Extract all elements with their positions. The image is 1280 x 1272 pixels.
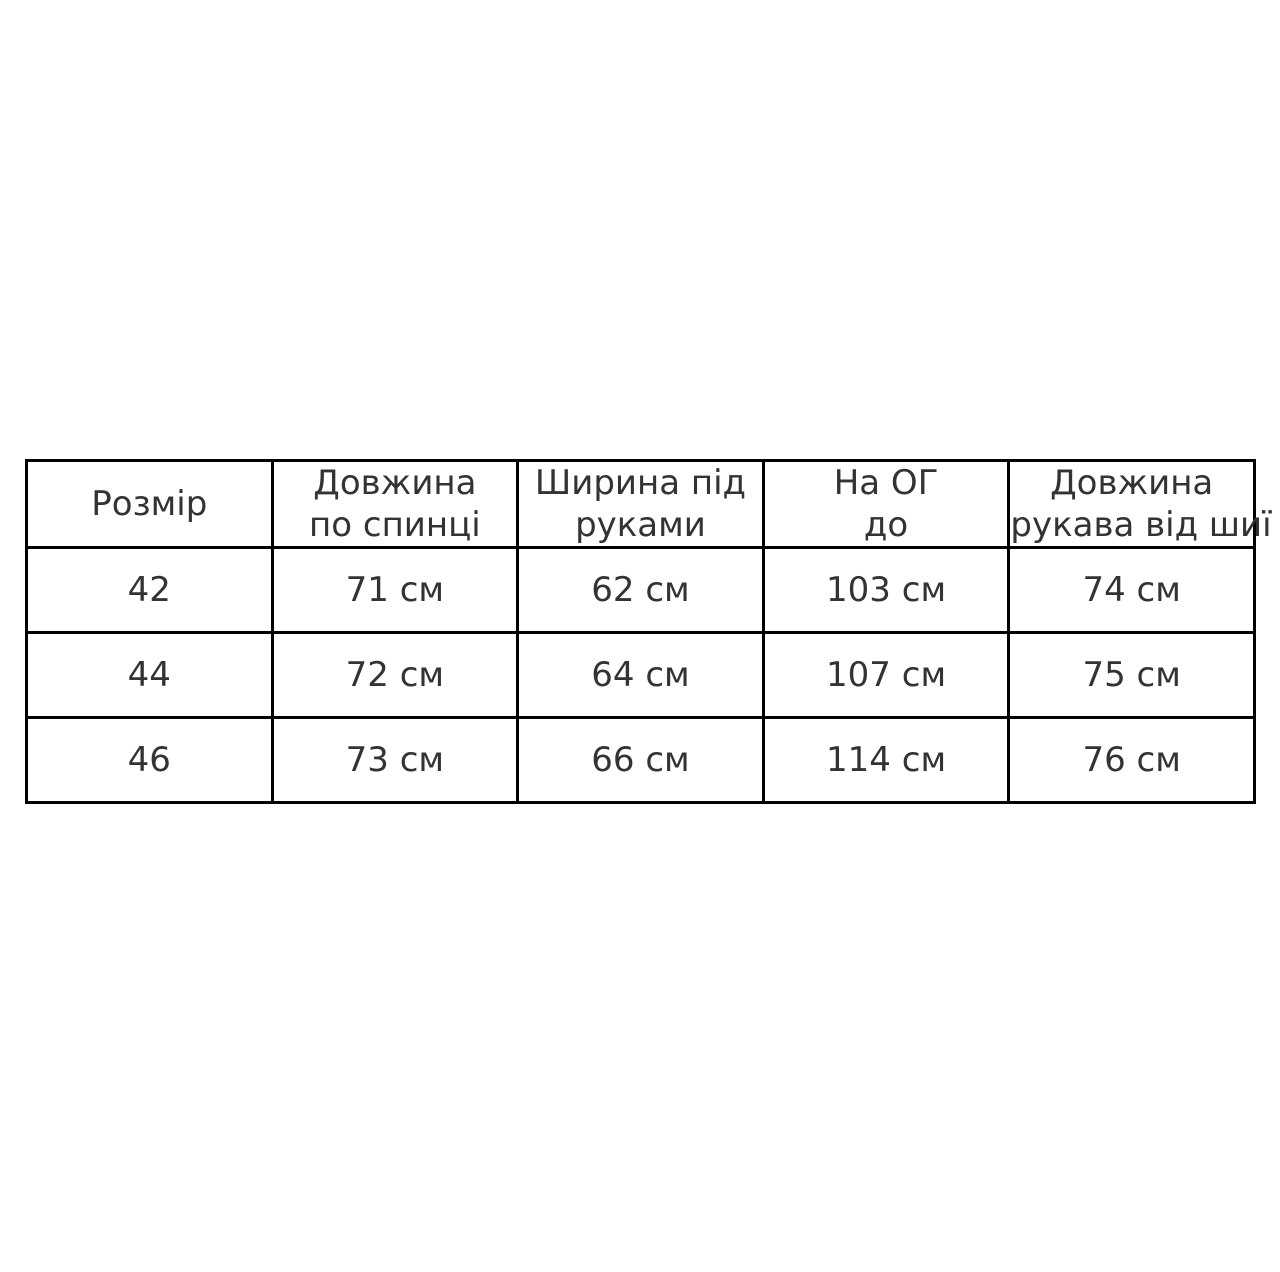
header-text: Довжина bbox=[1050, 463, 1214, 503]
table-row: 42 71 см 62 см 103 см 74 см bbox=[25, 546, 1256, 634]
header-cell: Ширина під руками bbox=[516, 459, 765, 549]
header-cell: Розмір bbox=[25, 459, 274, 549]
table-cell: 73 см bbox=[270, 716, 520, 804]
table-cell: 62 см bbox=[516, 546, 765, 634]
header-text: по спинці bbox=[309, 505, 481, 545]
header-cell: Довжина по спинці bbox=[270, 459, 520, 549]
table-cell: 42 bbox=[25, 546, 274, 634]
table-cell: 107 см bbox=[761, 631, 1011, 719]
header-text: рукава від шиї bbox=[1010, 505, 1272, 545]
size-table: Розмір Довжина по спинці Ширина під руками На… bbox=[25, 459, 1272, 804]
table-cell: 46 bbox=[25, 716, 274, 804]
table-cell: 66 см bbox=[516, 716, 765, 804]
header-text: руками bbox=[575, 505, 706, 545]
table-cell: 72 см bbox=[270, 631, 520, 719]
header-cell: Довжина рукава від шиї bbox=[1007, 459, 1272, 549]
header-text: Довжина bbox=[313, 463, 477, 503]
table-row: 44 72 см 64 см 107 см 75 см bbox=[25, 631, 1256, 719]
table-cell: 44 bbox=[25, 631, 274, 719]
header-text: Розмір bbox=[91, 484, 208, 524]
header-text: Ширина під bbox=[534, 463, 747, 503]
table-cell: 114 см bbox=[761, 716, 1011, 804]
header-text: до bbox=[863, 505, 909, 545]
table-cell: 76 см bbox=[1007, 716, 1256, 804]
header-text: На ОГ bbox=[833, 463, 939, 503]
table-cell: 103 см bbox=[761, 546, 1011, 634]
header-cell: На ОГ до bbox=[761, 459, 1011, 549]
header-row: Розмір Довжина по спинці Ширина під руками На… bbox=[25, 459, 1272, 549]
table-cell: 74 см bbox=[1007, 546, 1256, 634]
table-cell: 71 см bbox=[270, 546, 520, 634]
table-cell: 64 см bbox=[516, 631, 765, 719]
table-cell: 75 см bbox=[1007, 631, 1256, 719]
table-row: 46 73 см 66 см 114 см 76 см bbox=[25, 716, 1256, 804]
